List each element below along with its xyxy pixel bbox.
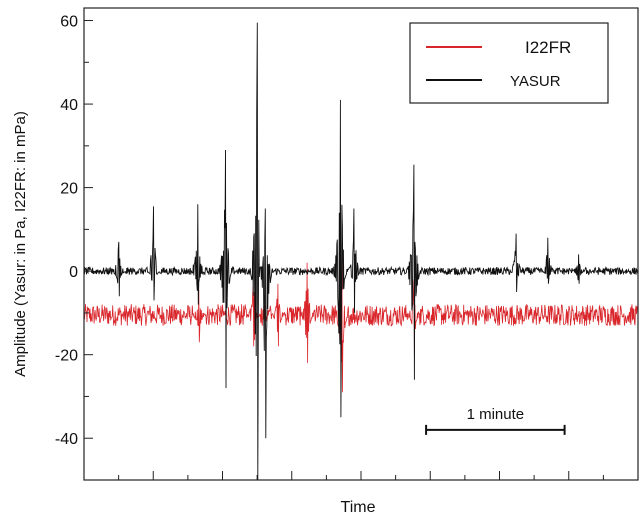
y-axis: -40 -20 0 20 40 60 xyxy=(55,14,93,481)
scale-bar: 1 minute xyxy=(425,406,566,435)
y-tick-label: 60 xyxy=(60,14,78,31)
y-axis-label: Amplitude (Yasur: in Pa, I22FR: in mPa) xyxy=(12,111,29,377)
y-tick-label: 20 xyxy=(60,181,78,198)
y-tick-label: -40 xyxy=(55,431,78,448)
x-axis xyxy=(118,471,604,480)
series-i22fr-line xyxy=(83,254,639,393)
legend-label-i22fr: I22FR xyxy=(525,38,571,57)
plot-series xyxy=(83,22,639,481)
y-tick-label: 0 xyxy=(69,264,78,281)
series-yasur-line xyxy=(83,22,639,481)
legend-box xyxy=(409,22,609,104)
legend-label-yasur: YASUR xyxy=(510,73,561,90)
y-tick-label: -20 xyxy=(55,348,78,365)
y-tick-label: 40 xyxy=(60,97,78,114)
legend: I22FR YASUR xyxy=(409,22,609,104)
scale-bar-label: 1 minute xyxy=(467,406,525,423)
x-axis-label: Time xyxy=(341,499,376,516)
